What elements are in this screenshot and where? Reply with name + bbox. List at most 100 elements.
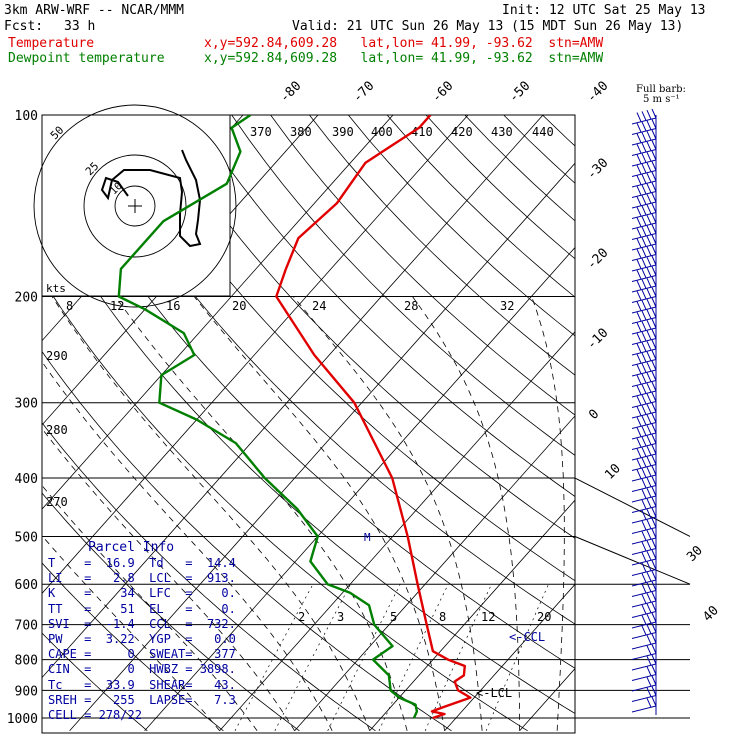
barb-shaft — [631, 149, 657, 156]
barb-feather — [651, 486, 657, 497]
barb-feather — [651, 507, 657, 518]
theta-label: 270 — [46, 495, 68, 509]
theta-label: 290 — [46, 349, 68, 363]
wind-barb — [631, 119, 657, 135]
barb-feather — [636, 143, 642, 154]
barb-feather — [646, 361, 652, 372]
barb-feather — [646, 676, 652, 687]
wind-barb — [631, 287, 657, 303]
isotherm-line — [444, 583, 575, 732]
parcel-info-table: T = 16.9 Td = 14.4 LI = 2.8 LCL = 913. K =… — [48, 556, 236, 723]
barb-feather — [646, 330, 652, 340]
barb-feather — [651, 213, 657, 224]
barb-feather — [646, 487, 652, 498]
wind-barb — [631, 203, 657, 219]
barb-feather — [646, 382, 652, 393]
barb-feather — [646, 130, 652, 141]
barb-shaft — [631, 642, 657, 650]
barb-shaft — [631, 422, 657, 429]
barb-feather — [641, 352, 647, 363]
barb-feather — [641, 604, 647, 615]
barb-shaft — [631, 380, 657, 387]
barb-feather — [636, 154, 642, 164]
theta-label: 430 — [491, 125, 513, 139]
barb-feather — [646, 687, 652, 697]
dry-adiabat — [153, 115, 575, 539]
pressure-label: 700 — [15, 619, 38, 634]
barb-feather — [641, 394, 647, 405]
barb-feather — [646, 351, 652, 361]
barb-feather — [646, 235, 652, 246]
temperature-legend: Temperature — [8, 36, 95, 51]
barb-shaft — [631, 275, 657, 282]
barb-shaft — [631, 600, 657, 608]
barb-feather — [651, 108, 657, 119]
barb-feather — [646, 508, 652, 519]
barb-feather — [641, 342, 647, 352]
theta-label: 400 — [371, 125, 393, 139]
wind-barb — [631, 308, 657, 324]
isotherm-label: -10 — [584, 326, 611, 353]
barb-feather — [641, 184, 647, 195]
barb-shaft — [631, 180, 657, 188]
barb-feather — [646, 225, 652, 235]
moist-adiabat — [42, 484, 258, 732]
wind-barb — [631, 140, 657, 156]
wind-barb — [631, 182, 657, 198]
wind-barb — [631, 161, 657, 177]
isotherm-line — [42, 115, 544, 679]
barb-feather — [651, 497, 657, 507]
barb-feather — [651, 360, 657, 371]
barb-feather — [641, 321, 647, 331]
wind-barb — [631, 644, 657, 660]
barb-feather — [641, 247, 647, 258]
barb-feather — [636, 290, 642, 301]
dry-adiabat — [42, 562, 224, 732]
barb-shaft — [631, 138, 657, 146]
barb-feather — [636, 364, 642, 374]
wind-barb — [631, 266, 657, 282]
parcel-row: LI = 2.8 LCL = 913. — [48, 571, 236, 586]
barb-shaft — [631, 117, 657, 125]
isotherm-label: -80 — [277, 79, 304, 106]
barb-shaft — [631, 212, 657, 219]
isotherm-label: 30 — [684, 543, 706, 565]
barb-feather — [641, 510, 647, 520]
barb-shaft — [631, 579, 657, 587]
barb-feather — [636, 122, 642, 133]
mixing-ratio-line — [234, 584, 314, 731]
barb-shaft — [631, 285, 657, 293]
barb-feather — [651, 119, 657, 129]
dry-adiabat — [270, 115, 575, 416]
mixing-ratio-label: 32 — [500, 299, 514, 313]
barb-feather — [651, 539, 657, 549]
barb-feather — [651, 182, 657, 192]
moist-adiabat — [193, 296, 445, 731]
wind-barb — [631, 381, 657, 398]
barb-feather — [646, 414, 652, 424]
barb-feather — [641, 279, 647, 289]
barb-feather — [651, 192, 657, 203]
model-title: 3km ARW-WRF -- NCAR/MMM — [4, 3, 185, 18]
barb-feather — [651, 644, 657, 654]
barb-feather — [651, 633, 657, 644]
barb-shaft — [631, 369, 657, 377]
barb-feather — [646, 172, 652, 183]
mixing-ratio-label: 16 — [166, 299, 180, 313]
barb-feather — [646, 288, 652, 298]
barb-feather — [641, 426, 647, 436]
ccl-marker: <-CCL — [509, 630, 545, 644]
barb-feather — [646, 519, 652, 529]
barb-feather — [651, 623, 657, 633]
parcel-row: K = 34 LFC = 0. — [48, 586, 236, 601]
wind-barb — [631, 276, 657, 293]
barb-shaft — [631, 264, 657, 272]
barb-shaft — [631, 464, 657, 471]
wind-barb — [631, 654, 657, 671]
wind-barb — [631, 297, 657, 314]
isotherm-label: -20 — [584, 246, 611, 273]
mixing-ratio-label: 8 — [439, 610, 446, 624]
wind-barb — [631, 360, 657, 377]
wind-barb — [631, 434, 657, 450]
